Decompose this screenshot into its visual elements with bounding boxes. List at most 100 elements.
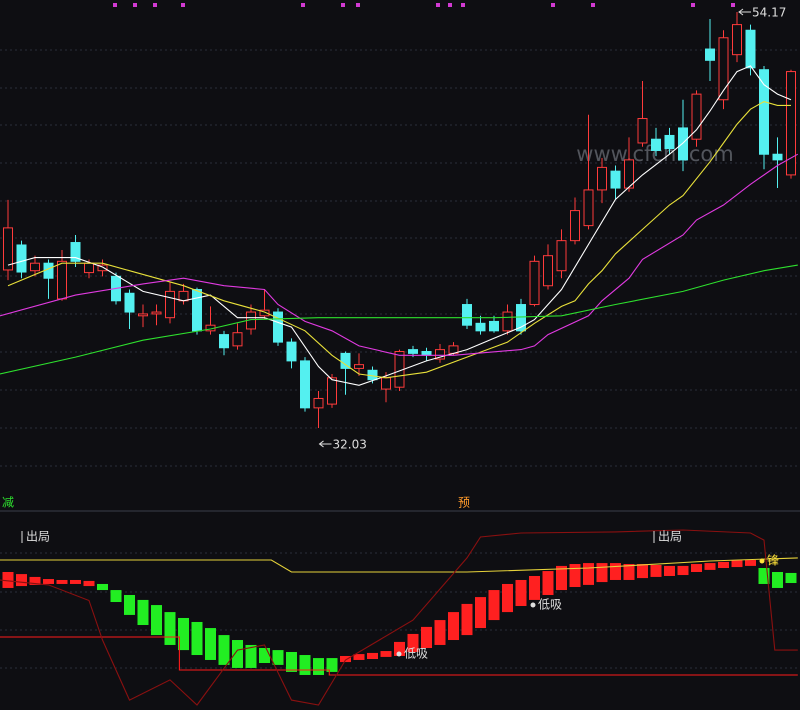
label-dot [530,602,536,608]
candle-body [178,290,189,302]
candle-body [489,320,499,332]
signal-marker: 减 [2,496,14,510]
candle-body [408,349,418,354]
indicator-bar [448,612,459,641]
indicator-bar [286,651,297,672]
indicator-bar [461,603,473,636]
moving-average [7,101,791,379]
indicator-bar [758,568,770,584]
label-dot [396,651,402,657]
indicator-bar [326,658,338,672]
candle-body [286,341,297,362]
candle-body [340,352,351,369]
candle-body [138,313,148,317]
candle-body [3,227,13,271]
indicator-bar [664,565,675,576]
signal-marker: 预 [458,496,470,510]
candle-body [219,334,229,349]
indicator-bar [569,564,581,588]
candle-body [705,48,715,61]
indicator-bar [299,655,311,675]
indicator-bar [340,655,351,663]
indicator-bar [56,579,68,584]
indicator-bar [218,635,230,665]
indicator-label: 出局 [658,530,682,544]
candle-body [124,292,135,313]
indicator-bar [205,628,216,660]
indicator-bar [259,648,270,664]
indicator-bar [353,654,365,660]
indicator-bar [718,561,729,569]
indicator-bar [245,644,257,668]
candle-body [30,262,40,272]
annotation-arrow [318,440,332,448]
indicator-bar [502,583,513,613]
candle-body [570,210,580,242]
indicator-line [0,529,798,706]
indicator-bar [367,652,378,660]
candle-body [259,309,270,317]
indicator-bar [272,650,284,665]
candle-body [57,260,67,300]
candle-body [556,240,567,272]
candle-body [691,93,702,140]
candle-body [232,332,243,347]
candle-body [543,255,553,287]
indicator-bar [191,621,203,656]
indicator-bar [151,605,162,636]
indicator-bar [731,560,743,568]
candle-body [435,349,445,360]
candle-body [583,189,594,227]
indicator-bar [772,572,783,588]
indicator-bar [691,564,702,572]
indicator-bar [677,565,689,576]
indicator-bar [542,571,554,595]
grid [0,49,800,669]
indicator-bar [421,626,432,648]
indicator-label: 出局 [26,530,50,544]
indicator-bar [70,579,81,584]
indicator-label: 锋 [767,554,779,568]
indicator-bar [164,612,176,645]
candle-body [300,360,310,409]
indicator-bar [2,572,14,588]
candle-body [772,153,783,161]
candle-body [381,377,391,390]
label-dot [759,558,765,564]
candle-body [16,244,27,273]
candle-body [273,311,283,343]
candle-body [529,260,540,306]
indicator-bar [623,564,635,580]
indicator-bar [610,563,621,580]
indicator-bar [394,641,405,656]
candle-body [678,127,688,161]
indicator-line [0,557,798,573]
candle-body [70,242,81,262]
annotation-arrow [738,8,751,16]
indicator-bar [313,658,324,675]
candle-body [732,24,742,56]
indicator-bar [124,594,135,615]
indicator-bar [583,563,594,585]
candle-body [354,364,364,369]
candle-body [97,264,108,272]
moving-average [7,65,792,386]
candle-body [313,397,324,409]
candle-body [475,322,486,332]
candle-body [516,304,526,332]
candle-body [610,170,621,189]
indicator-bar [785,572,797,584]
indicator-bar [380,651,392,657]
candle-body [597,166,607,191]
candle-body [637,118,648,144]
low-label: 32.03 [333,437,367,451]
indicator-bar [97,583,108,591]
indicator-bar [407,633,419,652]
indicator-label: 低吸 [538,598,562,612]
moving-average [0,264,798,375]
indicator-bar [29,576,41,585]
indicator-bar [83,580,95,587]
indicator-bar [637,564,648,579]
indicator-bar [232,640,243,668]
